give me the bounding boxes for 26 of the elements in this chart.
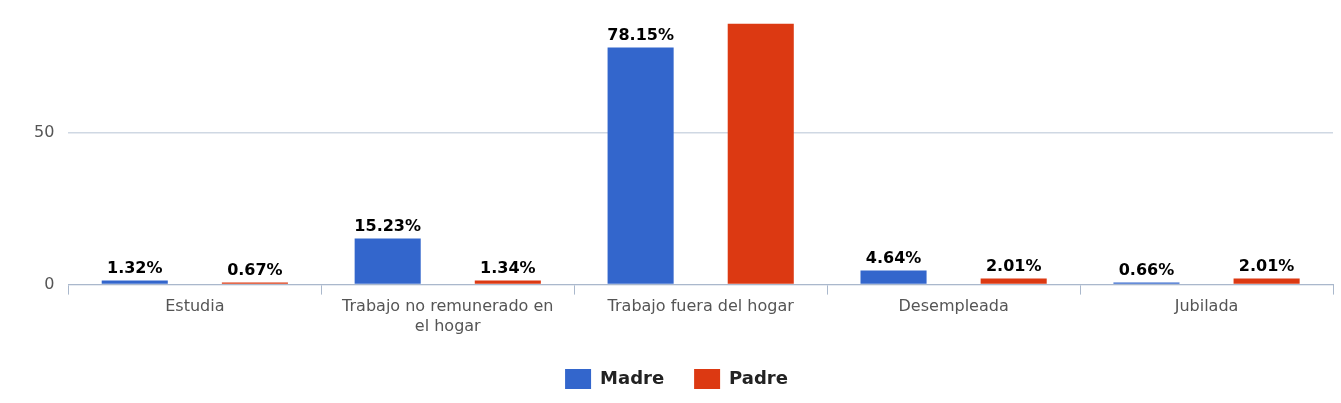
bar xyxy=(474,280,541,284)
x-tick-label: Trabajo fuera del hogar xyxy=(606,296,795,316)
x-tick-label: Estudia xyxy=(165,296,225,316)
data-label: 1.34% xyxy=(480,257,536,277)
legend-label: Madre xyxy=(600,366,665,388)
y-tick-label: 0 xyxy=(44,273,55,293)
bar xyxy=(980,278,1047,284)
legend-label: Padre xyxy=(729,366,788,388)
data-label: 1.32% xyxy=(107,257,163,277)
data-label: 78.15% xyxy=(607,24,674,44)
bar xyxy=(1233,278,1300,284)
bar xyxy=(727,23,794,284)
data-label: 2.01% xyxy=(985,255,1042,275)
data-label: 4.64% xyxy=(865,247,922,267)
data-label: 0.66% xyxy=(1118,259,1175,279)
x-tick-label: Trabajo no remunerado en el hogar xyxy=(341,296,554,335)
x-tick-label: Desempleada xyxy=(898,296,1009,316)
data-label: 2.01% xyxy=(1238,255,1295,275)
bar xyxy=(354,238,421,284)
x-tick-label: Jubilada xyxy=(1173,296,1239,316)
bar xyxy=(101,280,168,284)
y-tick-label: 50 xyxy=(34,122,55,142)
data-label: 0.67% xyxy=(227,259,283,279)
bar xyxy=(860,270,927,284)
bar xyxy=(607,47,674,284)
data-label: 15.23% xyxy=(354,215,421,235)
